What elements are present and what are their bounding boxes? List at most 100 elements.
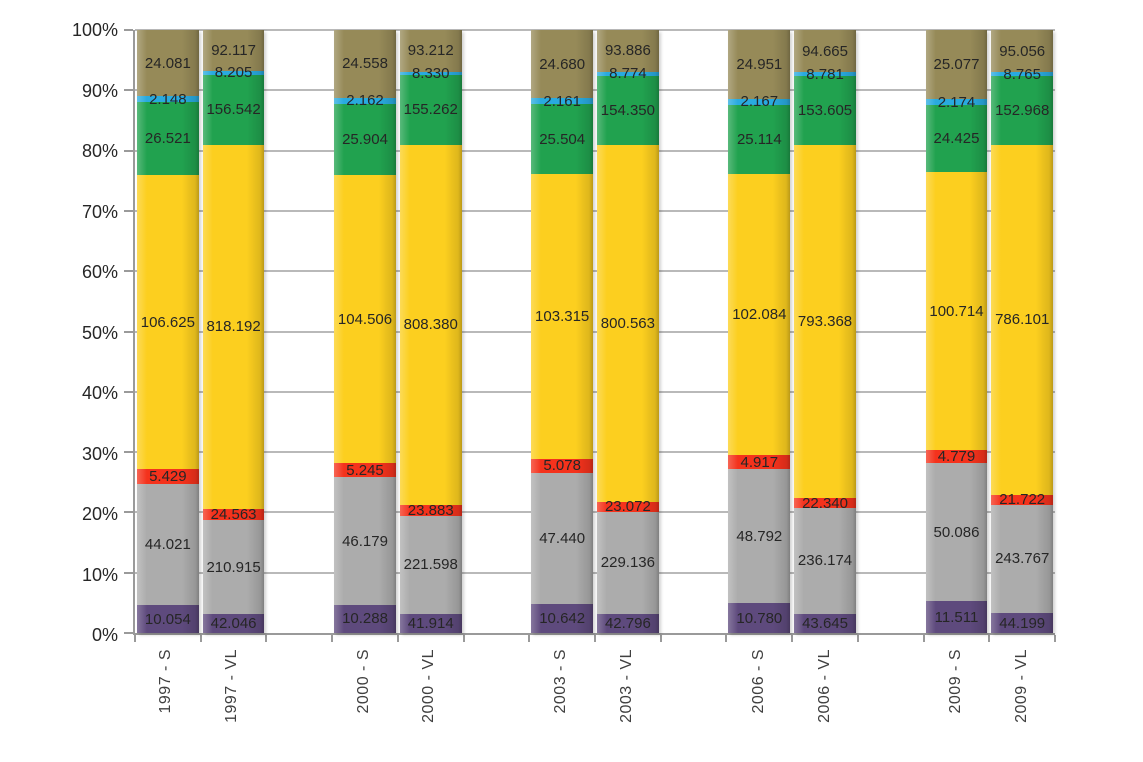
slot-1: 42.046 210.915 24.563 818.192 156.542 8.205 92… — [201, 30, 267, 633]
slot-3: 10.288 46.179 5.245 104.506 25.904 2.162 24.55… — [332, 30, 398, 633]
slot-5 — [464, 30, 530, 633]
y-axis-labels: 0% 10% 20% 30% 40% 50% 60% 70% 80% 90% 100% — [0, 20, 118, 645]
segment-olive: 93.212 — [399, 30, 462, 72]
bar-1997-vl: 42.046 210.915 24.563 818.192 156.542 8.205 92… — [202, 30, 265, 633]
segment-purple: 10.054 — [136, 605, 199, 633]
segment-value-label: 42.046 — [210, 615, 257, 633]
segment-value-label: 41.914 — [407, 615, 454, 633]
x-axis-tick — [528, 635, 531, 642]
y-axis-label: 30% — [81, 443, 118, 464]
segment-value-label: 154.350 — [600, 101, 655, 119]
segment-value-label: 210.915 — [206, 558, 261, 576]
segment-value-label: 10.054 — [144, 610, 191, 628]
segment-value-label: 8.781 — [806, 65, 844, 83]
slot-11 — [858, 30, 924, 633]
x-axis-label: 2000 - VL — [420, 649, 438, 723]
segment-olive: 95.056 — [991, 30, 1054, 73]
segment-value-label: 2.167 — [740, 93, 779, 111]
x-axis-tick — [1054, 635, 1056, 642]
y-axis-label: 90% — [81, 80, 118, 101]
x-label-slot — [265, 649, 331, 762]
segment-value-label: 23.883 — [407, 501, 454, 519]
slot-8 — [661, 30, 727, 633]
segment-red: 4.917 — [728, 454, 791, 471]
segment-value-label: 243.767 — [995, 550, 1050, 568]
segment-olive: 24.680 — [531, 30, 594, 99]
segment-cyan: 2.167 — [728, 93, 791, 110]
segment-purple: 10.780 — [728, 603, 791, 633]
gridline-30 — [135, 451, 1055, 454]
x-axis-label: 2009 - S — [947, 649, 965, 714]
segment-value-label: 42.796 — [604, 614, 651, 632]
gridline-60 — [135, 270, 1055, 273]
segment-olive: 93.886 — [597, 30, 659, 72]
segment-green: 154.350 — [597, 75, 659, 145]
segment-value-label: 44.199 — [999, 614, 1046, 632]
x-axis-label: 2000 - S — [354, 649, 372, 714]
segment-value-label: 106.625 — [140, 313, 195, 331]
segment-cyan: 8.781 — [794, 66, 856, 83]
bar-2009-vl: 44.199 243.767 21.722 786.101 152.968 8.765 95… — [991, 30, 1054, 633]
slot-4: 41.914 221.598 23.883 808.380 155.262 8.330 93… — [398, 30, 464, 633]
gridline-70 — [135, 209, 1055, 212]
y-axis-tick — [124, 209, 133, 212]
segment-red: 22.340 — [794, 495, 856, 512]
segment-value-label: 5.429 — [149, 468, 187, 486]
segment-value-label: 4.779 — [937, 448, 976, 466]
segment-value-label: 800.563 — [600, 314, 655, 332]
segment-green: 25.904 — [334, 103, 396, 176]
segment-value-label: 10.780 — [736, 609, 783, 627]
x-label-slot: 2009 - VL — [989, 649, 1055, 762]
y-axis-label: 0% — [91, 625, 118, 645]
x-axis-tick — [725, 635, 728, 642]
segment-value-label: 2.174 — [937, 93, 976, 111]
bar-1997-s: 10.054 44.021 5.429 106.625 26.521 2.148 24.08… — [136, 30, 199, 633]
slot-0: 10.054 44.021 5.429 106.625 26.521 2.148 24.08… — [135, 30, 201, 633]
x-label-slot: 2003 - VL — [594, 649, 660, 762]
x-axis-tick — [856, 635, 859, 642]
segment-olive: 24.951 — [728, 30, 791, 99]
x-label-slot: 2000 - VL — [396, 649, 462, 762]
segment-cyan: 2.161 — [531, 93, 594, 110]
x-label-slot: 2000 - S — [331, 649, 397, 762]
segment-value-label: 104.506 — [337, 310, 393, 328]
segment-value-label: 48.792 — [736, 527, 783, 545]
x-axis-label: 2006 - VL — [815, 649, 833, 723]
segment-purple: 10.288 — [334, 604, 396, 633]
segment-value-label: 25.114 — [736, 130, 782, 148]
segment-cyan: 2.148 — [136, 91, 199, 108]
segment-value-label: 94.665 — [802, 42, 848, 60]
slot-9: 10.780 48.792 4.917 102.084 25.114 2.167 24.95… — [726, 30, 792, 633]
gridline-40 — [135, 390, 1055, 393]
y-axis-tick — [124, 149, 133, 152]
segment-gray: 50.086 — [925, 463, 988, 602]
y-axis-tick — [124, 511, 133, 514]
segment-green: 155.262 — [399, 75, 462, 145]
gridline-90 — [135, 89, 1055, 92]
x-label-slot: 2006 - VL — [792, 649, 858, 762]
segment-purple: 42.046 — [202, 614, 265, 633]
slot-12: 11.511 50.086 4.779 100.714 24.425 2.174 25.07… — [924, 30, 990, 633]
segment-gray: 236.174 — [794, 508, 856, 614]
bar-2000-vl: 41.914 221.598 23.883 808.380 155.262 8.330 93… — [399, 30, 462, 633]
segment-value-label: 44.021 — [144, 536, 191, 554]
segment-value-label: 229.136 — [600, 554, 655, 572]
x-axis-label: 2006 - S — [749, 649, 767, 714]
segment-gray: 210.915 — [202, 520, 265, 615]
y-axis-label: 50% — [81, 322, 118, 343]
segment-olive: 92.117 — [202, 30, 265, 72]
bar-2009-s: 11.511 50.086 4.779 100.714 24.425 2.174 25.07… — [925, 30, 988, 633]
segment-green: 152.968 — [991, 76, 1054, 145]
segment-value-label: 236.174 — [797, 552, 853, 570]
segment-value-label: 25.504 — [539, 130, 586, 148]
x-axis-tick — [988, 635, 991, 642]
x-label-slot — [462, 649, 528, 762]
segment-value-label: 24.563 — [210, 506, 257, 524]
x-axis-label: 2003 - S — [552, 649, 570, 714]
segment-green: 26.521 — [136, 102, 199, 176]
y-axis-tick — [124, 632, 133, 634]
x-axis-tick — [594, 635, 596, 642]
segment-gray: 48.792 — [728, 468, 791, 604]
x-label-slot — [660, 649, 726, 762]
